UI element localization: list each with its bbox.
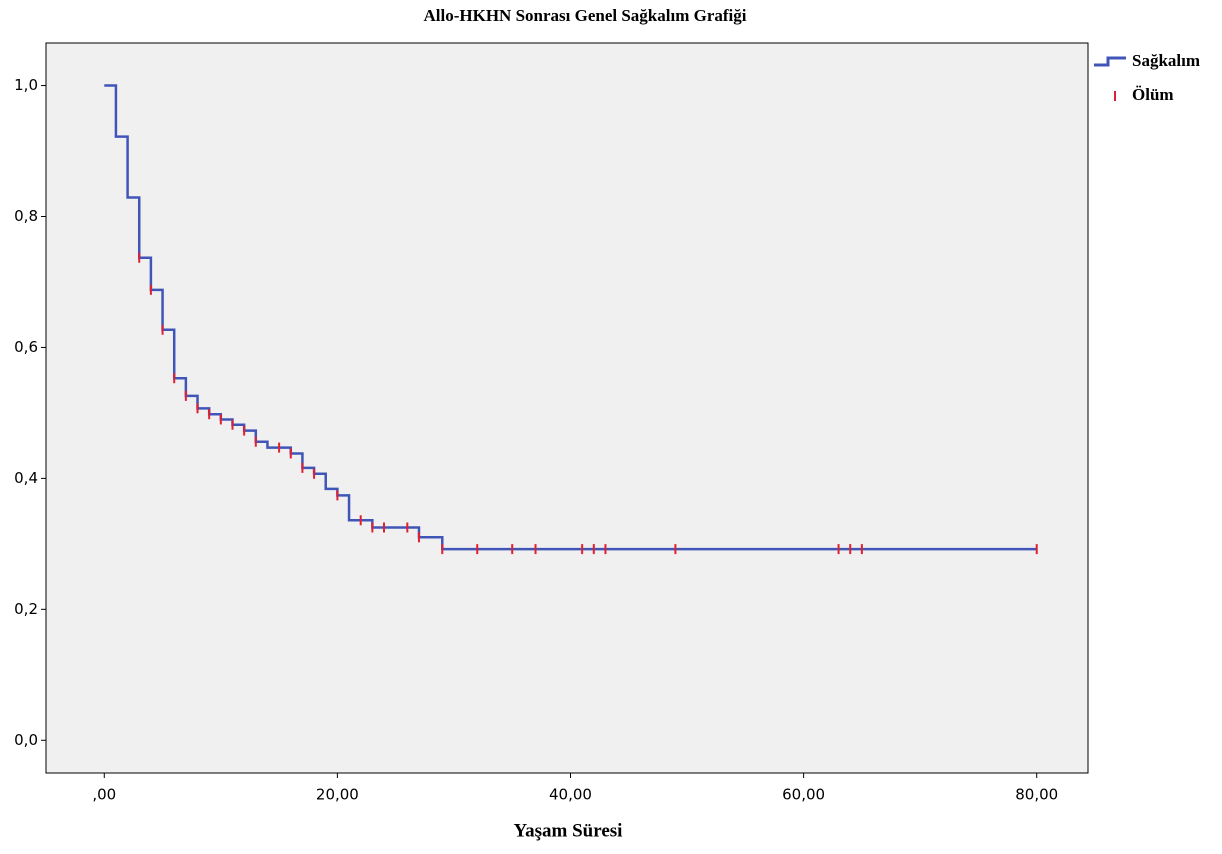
- chart-title: Allo-HKHN Sonrası Genel Sağkalım Grafiği: [423, 6, 746, 25]
- legend-label: Ölüm: [1132, 85, 1174, 104]
- x-tick-label: 20,00: [316, 786, 359, 804]
- y-tick-label: 0,8: [14, 207, 38, 225]
- y-tick-label: 0,2: [14, 600, 38, 618]
- y-tick-label: 0,0: [14, 731, 38, 749]
- x-axis-title: Yaşam Süresi: [514, 820, 623, 841]
- legend-label: Sağkalım: [1132, 51, 1200, 70]
- y-tick-label: 0,6: [14, 338, 38, 356]
- x-tick-label: 40,00: [549, 786, 592, 804]
- legend-swatch: [1094, 56, 1126, 67]
- y-tick-label: 1,0: [14, 76, 38, 94]
- x-tick-label: 80,00: [1015, 786, 1058, 804]
- plot-area: [45, 42, 1089, 774]
- x-tick-label: 60,00: [782, 786, 825, 804]
- x-tick-label: ,00: [92, 786, 116, 804]
- y-tick-label: 0,4: [14, 469, 38, 487]
